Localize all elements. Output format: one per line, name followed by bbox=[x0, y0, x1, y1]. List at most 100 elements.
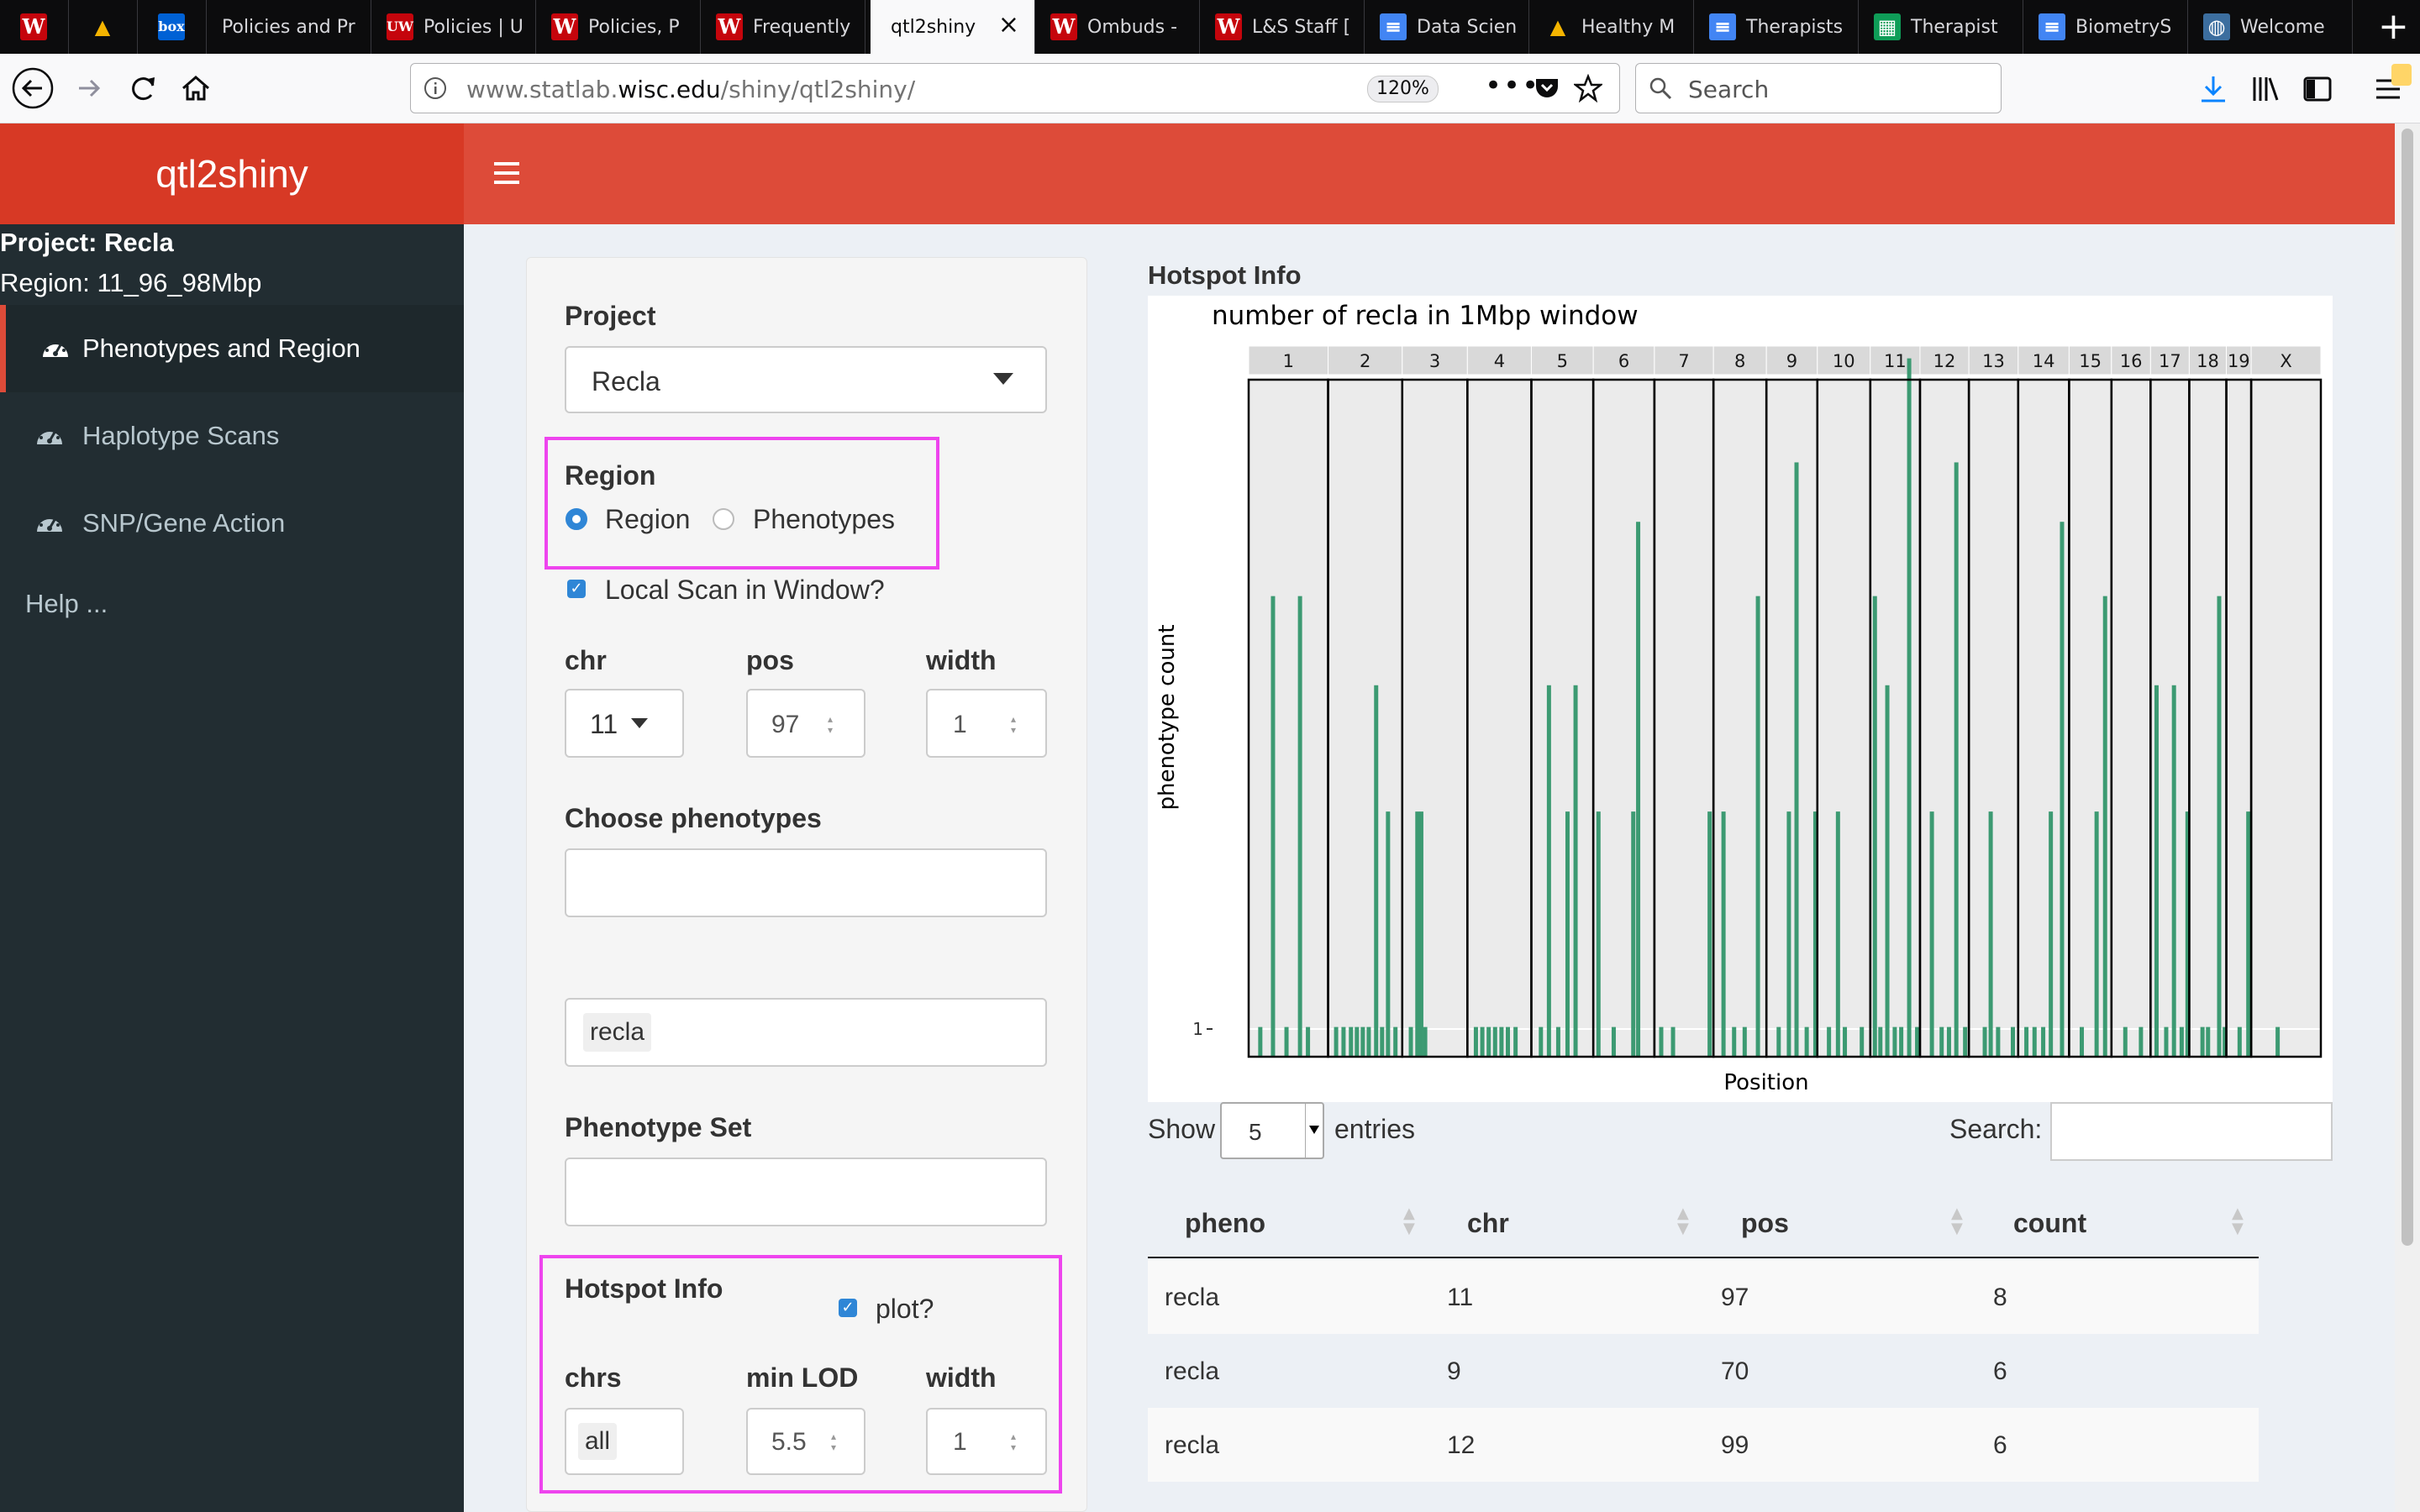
table-header-pheno[interactable]: pheno bbox=[1185, 1208, 1265, 1238]
plot-checkbox[interactable]: ✓ bbox=[839, 1299, 857, 1317]
scrollbar-thumb[interactable] bbox=[2402, 129, 2413, 1246]
browser-tab[interactable]: W Ombuds - bbox=[1035, 0, 1200, 54]
library-icon[interactable] bbox=[2250, 74, 2281, 104]
table-row[interactable]: recla 12 99 6 bbox=[1148, 1408, 2259, 1482]
tab-close-icon[interactable]: × bbox=[997, 10, 1019, 39]
width-input[interactable]: 1 ▴ ▾ bbox=[926, 689, 1047, 758]
sort-arrows-icon[interactable]: ▲ ▼ bbox=[1403, 1205, 1415, 1237]
table-header-count[interactable]: count bbox=[2013, 1208, 2087, 1238]
back-button[interactable] bbox=[12, 67, 54, 109]
sidebar-item[interactable]: SNP/Gene Action bbox=[0, 480, 464, 567]
chart-strip-17 bbox=[2149, 345, 2190, 375]
table-search-input[interactable] bbox=[2050, 1102, 2333, 1161]
table-row[interactable]: recla 9 70 6 bbox=[1148, 1334, 2259, 1408]
browser-search-bar[interactable]: Search bbox=[1635, 63, 2002, 113]
table-cell-count: 6 bbox=[1993, 1431, 2007, 1459]
radio-region-label[interactable]: Region bbox=[605, 504, 691, 534]
chart-strip-1 bbox=[1248, 345, 1329, 375]
help-link[interactable]: Help ... bbox=[25, 589, 108, 618]
region-label: Region bbox=[565, 460, 656, 491]
chart-bar bbox=[1742, 1026, 1747, 1057]
sort-arrows-icon[interactable]: ▲ ▼ bbox=[1677, 1205, 1689, 1237]
pocket-icon[interactable] bbox=[1534, 76, 1560, 101]
browser-tab[interactable]: qtl2shiny × bbox=[871, 0, 1035, 54]
phenotype-set-input[interactable] bbox=[565, 1158, 1047, 1226]
min-lod-input[interactable]: 5.5 ▴ ▾ bbox=[746, 1408, 865, 1475]
browser-tab[interactable]: ▲ bbox=[69, 0, 138, 54]
sort-arrows-icon[interactable]: ▲ ▼ bbox=[2232, 1205, 2244, 1237]
browser-tab[interactable]: box bbox=[138, 0, 207, 54]
app-logo[interactable]: qtl2shiny bbox=[0, 123, 464, 224]
chart-panel-1 bbox=[1249, 380, 1328, 1057]
chart-bar bbox=[2171, 685, 2176, 1057]
chart-strip-label: 11 bbox=[1884, 351, 1907, 371]
url-bar[interactable]: www.statlab.wisc.edu/shiny/qtl2shiny/ 12… bbox=[410, 63, 1620, 113]
local-scan-checkbox[interactable]: ✓ bbox=[567, 580, 586, 598]
sidebar-toggle-icon[interactable] bbox=[2302, 74, 2333, 104]
table-cell-pheno: recla bbox=[1165, 1357, 1220, 1385]
url-text[interactable]: www.statlab.wisc.edu/shiny/qtl2shiny/ bbox=[466, 76, 915, 103]
plot-checkbox-label[interactable]: plot? bbox=[876, 1294, 934, 1324]
chart-bar bbox=[2024, 1026, 2029, 1057]
page-scrollbar[interactable] bbox=[2395, 123, 2420, 1512]
bookmark-star-icon[interactable] bbox=[1574, 74, 1602, 102]
home-button[interactable] bbox=[175, 67, 217, 109]
browser-tab[interactable]: ≡ Data Scien bbox=[1365, 0, 1529, 54]
chrs-input[interactable]: all bbox=[565, 1408, 684, 1475]
hotspot-heading: Hotspot Info bbox=[1148, 260, 1302, 290]
radio-phenotypes-label[interactable]: Phenotypes bbox=[753, 504, 896, 534]
browser-tab[interactable]: W Frequently bbox=[701, 0, 865, 54]
zoom-indicator[interactable]: 120% bbox=[1367, 76, 1439, 102]
reload-button[interactable] bbox=[123, 67, 165, 109]
table-header-pos[interactable]: pos bbox=[1741, 1208, 1789, 1238]
local-scan-label[interactable]: Local Scan in Window? bbox=[605, 575, 885, 605]
table-cell-pos: 97 bbox=[1721, 1284, 1749, 1311]
downloads-icon[interactable] bbox=[2198, 74, 2228, 104]
browser-tab[interactable]: ◍ Welcome bbox=[2188, 0, 2353, 54]
browser-tab[interactable]: ▲ Healthy M bbox=[1529, 0, 1694, 54]
radio-phenotypes[interactable] bbox=[713, 508, 734, 530]
browser-tab[interactable]: ▦ Therapist bbox=[1859, 0, 2023, 54]
info-icon[interactable] bbox=[423, 76, 448, 101]
new-tab-icon[interactable]: + bbox=[2378, 5, 2409, 48]
chart-bar bbox=[1892, 1026, 1897, 1057]
chart-strip-label: 10 bbox=[1833, 351, 1855, 371]
browser-tab[interactable]: W Policies, P bbox=[536, 0, 701, 54]
region-info: Region: 11_96_98Mbp bbox=[0, 268, 262, 297]
min-lod-spinner-icon[interactable]: ▴ ▾ bbox=[830, 1431, 837, 1453]
browser-tab[interactable]: UW Policies | U bbox=[371, 0, 536, 54]
radio-region[interactable] bbox=[566, 508, 587, 530]
forward-button[interactable] bbox=[69, 67, 111, 109]
sidebar-item[interactable]: Phenotypes and Region bbox=[0, 305, 464, 392]
hotspot-width-input[interactable]: 1 ▴ ▾ bbox=[926, 1408, 1047, 1475]
browser-tab[interactable]: ≡ BiometryS bbox=[2023, 0, 2188, 54]
hotspot-width-spinner-icon[interactable]: ▴ ▾ bbox=[1010, 1431, 1017, 1453]
sidebar-toggle-hamburger-icon[interactable] bbox=[492, 160, 521, 186]
sidebar-item[interactable]: Haplotype Scans bbox=[0, 392, 464, 480]
pos-input[interactable]: 97 ▴ ▾ bbox=[746, 689, 865, 758]
chrs-tag[interactable]: all bbox=[578, 1423, 618, 1460]
chart-panel-2 bbox=[1328, 380, 1402, 1057]
sort-arrows-icon[interactable]: ▲ ▼ bbox=[1951, 1205, 1963, 1237]
pos-spinner-icon[interactable]: ▴ ▾ bbox=[827, 713, 834, 736]
browser-tab[interactable]: ≡ Therapists bbox=[1694, 0, 1859, 54]
phenotype-tag[interactable]: recla bbox=[583, 1013, 652, 1052]
browser-tab[interactable]: Policies and Pr bbox=[207, 0, 371, 54]
browser-tab[interactable]: W bbox=[0, 0, 69, 54]
chr-caret-down-icon bbox=[631, 718, 648, 728]
choose-phenotypes-input[interactable] bbox=[565, 848, 1047, 917]
notification-badge-icon[interactable] bbox=[2391, 64, 2412, 86]
table-header-chr[interactable]: chr bbox=[1467, 1208, 1509, 1238]
chart-bar bbox=[2275, 1026, 2281, 1057]
project-select[interactable]: Recla bbox=[565, 346, 1047, 413]
browser-tab[interactable]: W L&S Staff [ bbox=[1200, 0, 1365, 54]
chart-strip-label: 3 bbox=[1429, 351, 1440, 371]
phenotype-tag-input[interactable]: recla bbox=[565, 998, 1047, 1067]
width-spinner-icon[interactable]: ▴ ▾ bbox=[1010, 713, 1017, 736]
page-actions-icon[interactable]: ••• bbox=[1485, 69, 1541, 102]
chr-select[interactable]: 11 bbox=[565, 689, 684, 758]
chart-strip-label: 9 bbox=[1786, 351, 1797, 371]
entries-length-select[interactable]: 5 bbox=[1220, 1102, 1324, 1159]
chart-strip-label: 7 bbox=[1678, 351, 1689, 371]
table-row[interactable]: recla 11 97 8 bbox=[1148, 1260, 2259, 1334]
